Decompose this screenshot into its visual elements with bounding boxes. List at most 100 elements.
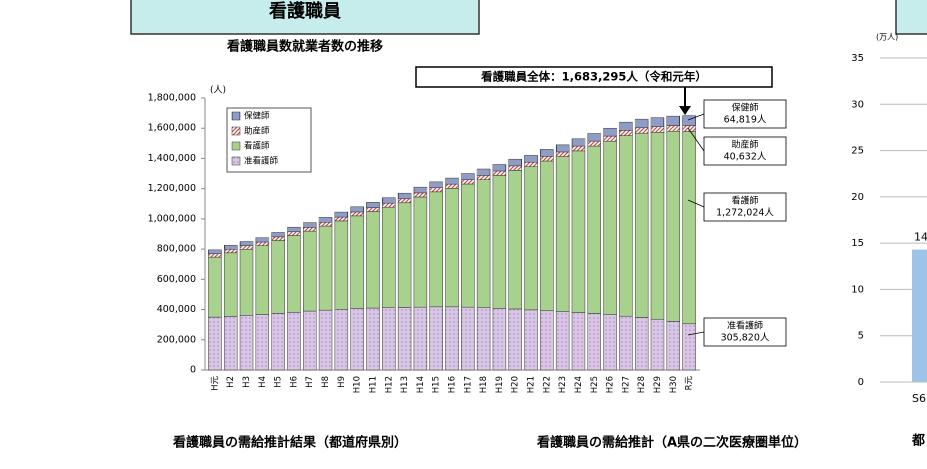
callout-box — [703, 99, 787, 129]
total-arrowhead — [679, 106, 691, 115]
header-box-right — [895, 0, 927, 35]
x-tick-label: R元 — [685, 376, 695, 391]
bar-segment — [666, 130, 681, 322]
bottom-title-right: 看護職員の需給推計（A県の二次医療圏単位） — [537, 435, 807, 451]
bar-segment — [540, 310, 554, 371]
bar-segment — [524, 166, 538, 311]
y-tick-label: 30 — [851, 99, 864, 110]
bar-segment — [445, 306, 459, 371]
bar-segment — [429, 191, 443, 308]
bar-segment — [239, 315, 254, 371]
bar-segment — [555, 311, 570, 371]
y-unit: (人) — [210, 85, 226, 96]
bar-segment — [571, 150, 586, 313]
bar-segment — [271, 236, 285, 241]
bar-segment — [666, 321, 681, 371]
bar-segment — [666, 125, 681, 132]
bar-segment — [397, 192, 412, 200]
x-tick-label: H21 — [527, 376, 537, 393]
bar-segment — [239, 249, 254, 316]
bar-segment — [587, 313, 601, 371]
bar-segment — [318, 221, 333, 227]
callout-title: 准看護師 — [727, 320, 763, 332]
bar-segment — [239, 241, 254, 246]
bar-segment — [571, 145, 586, 152]
bar-segment — [682, 131, 696, 325]
bar-segment — [350, 211, 364, 217]
y-tick-label: 0 — [190, 365, 196, 376]
bar-segment — [634, 118, 649, 129]
x-tick-label: H3 — [242, 376, 252, 388]
bar-segment — [508, 158, 522, 167]
bar-value-label: 14 — [914, 231, 927, 244]
bar-segment — [524, 309, 538, 371]
x-tick-label: H14 — [416, 376, 426, 393]
bar — [912, 249, 927, 382]
bar-segment — [397, 198, 412, 204]
bar-segment — [303, 222, 317, 228]
x-tick-label: H2 — [226, 376, 236, 388]
bar-segment — [461, 173, 475, 181]
bottom-title-left: 看護職員の需給推計結果（都道府県別） — [173, 435, 407, 451]
bar-segment — [334, 220, 349, 310]
callout-line — [687, 199, 705, 208]
total-box — [415, 66, 773, 88]
bar-segment — [255, 241, 270, 246]
bar-segment — [555, 151, 570, 157]
bar-segment — [524, 155, 538, 163]
callout-text: 305,820人 — [721, 333, 770, 344]
chart-title: 看護職員数就業者数の推移 — [227, 39, 383, 55]
bar-segment — [350, 206, 364, 213]
bar-segment — [303, 310, 317, 371]
x-tick-label: H26 — [606, 376, 616, 393]
bar-segment — [476, 307, 491, 371]
x-tick-label: H29 — [653, 376, 663, 393]
bar-segment — [366, 307, 380, 371]
bar-segment — [255, 237, 270, 243]
bar-segment — [303, 230, 317, 312]
x-tick-label: H19 — [495, 376, 505, 393]
bar-segment — [650, 132, 665, 320]
legend — [226, 107, 312, 173]
y-tick-label: 1,400,000 — [148, 153, 196, 164]
bar-segment — [382, 202, 396, 208]
y-tick-label: 800,000 — [157, 244, 196, 255]
total-label: 看護職員全体：1,683,295人（令和元年） — [480, 70, 707, 84]
bar-segment — [650, 117, 665, 127]
bar-segment — [429, 306, 443, 371]
y-tick-label: 25 — [851, 146, 864, 157]
x-tick-label: H30 — [669, 376, 679, 393]
bar-segment — [461, 179, 475, 185]
bar-segment — [382, 206, 396, 308]
x-tick-label: H11 — [368, 376, 378, 393]
bar-segment — [571, 138, 586, 147]
bar-segment — [366, 211, 380, 309]
bar-segment — [318, 309, 333, 371]
y-tick-label: 10 — [851, 284, 864, 295]
legend-label: 准看護師 — [244, 156, 279, 167]
bar-segment — [603, 127, 617, 137]
bar-segment — [571, 312, 586, 371]
bar-segment — [619, 121, 633, 131]
bar-segment — [619, 130, 633, 136]
bar-segment — [540, 160, 554, 312]
bar-segment — [682, 115, 696, 126]
callout-box — [703, 136, 787, 166]
bottom-title-edge: 都 — [911, 433, 925, 449]
legend-swatch — [231, 126, 241, 136]
x-tick-label: H4 — [258, 376, 268, 388]
bar-segment — [271, 232, 285, 238]
x-tick-label: H7 — [305, 376, 315, 388]
callout-title: 保健師 — [731, 102, 758, 114]
bar-segment — [445, 177, 459, 185]
bar-segment — [271, 313, 285, 371]
y-tick-label: 5 — [858, 331, 864, 342]
header-box — [130, 0, 480, 35]
x-tick-label: H24 — [574, 376, 584, 393]
x-tick-label: H25 — [590, 376, 600, 393]
bar-segment — [682, 323, 696, 371]
y-tick-label: 1,000,000 — [148, 213, 196, 224]
legend-label: 助産師 — [244, 126, 270, 137]
x-tick-label: H13 — [400, 376, 410, 393]
bar-segment — [382, 307, 396, 371]
